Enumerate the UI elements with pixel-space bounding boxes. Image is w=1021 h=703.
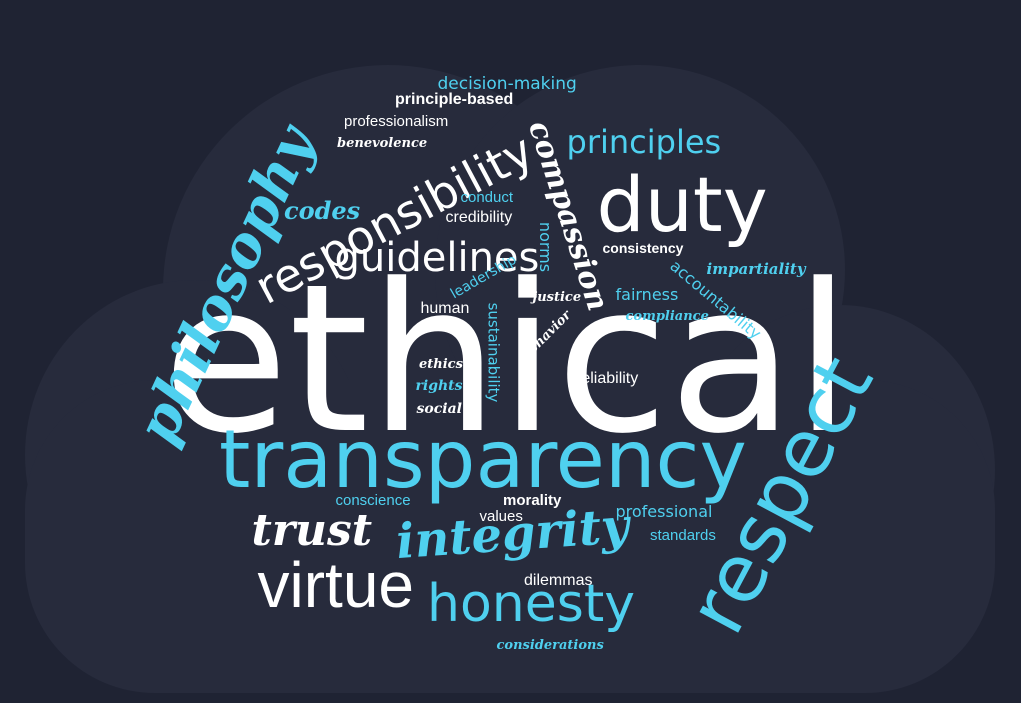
word-standards: standards	[650, 526, 716, 544]
word-dilemmas: dilemmas	[524, 572, 593, 589]
word-transparency: transparency	[219, 413, 747, 506]
word-social: social	[416, 401, 462, 417]
word-ethics: ethics	[419, 356, 463, 372]
word-benevolence: benevolence	[337, 135, 428, 151]
word-principles: principles	[566, 123, 722, 161]
word-values: values	[479, 507, 523, 525]
word-honesty: honesty	[427, 574, 635, 634]
word-decision-making: decision-making	[437, 73, 577, 94]
word-fairness: fairness	[615, 285, 679, 304]
word-duty: duty	[596, 160, 768, 249]
word-compliance: compliance	[625, 308, 709, 324]
word-principle-based: principle-based	[395, 91, 514, 108]
word-professionalism: professionalism	[344, 112, 449, 130]
word-trust: trust	[251, 505, 373, 556]
word-impartiality: impartiality	[706, 259, 806, 278]
word-considerations: considerations	[496, 637, 604, 653]
word-credibility: credibility	[445, 209, 513, 226]
word-conscience: conscience	[335, 491, 411, 509]
word-morality: morality	[503, 491, 562, 509]
word-virtue: virtue	[257, 549, 415, 621]
word-human: human	[420, 300, 470, 317]
word-conduct: conduct	[460, 188, 514, 206]
word-codes: codes	[284, 196, 361, 225]
word-guidelines: guidelines	[334, 235, 540, 281]
word-consistency: consistency	[602, 240, 684, 256]
word-sustainability: sustainability	[484, 302, 503, 402]
word-rights: rights	[415, 378, 463, 394]
word-norms: norms	[536, 221, 556, 273]
word-ethical: ethical	[162, 240, 852, 479]
word-justice: justice	[532, 289, 582, 305]
word-professional: professional	[615, 502, 713, 521]
word-reliability: reliability	[576, 370, 639, 387]
